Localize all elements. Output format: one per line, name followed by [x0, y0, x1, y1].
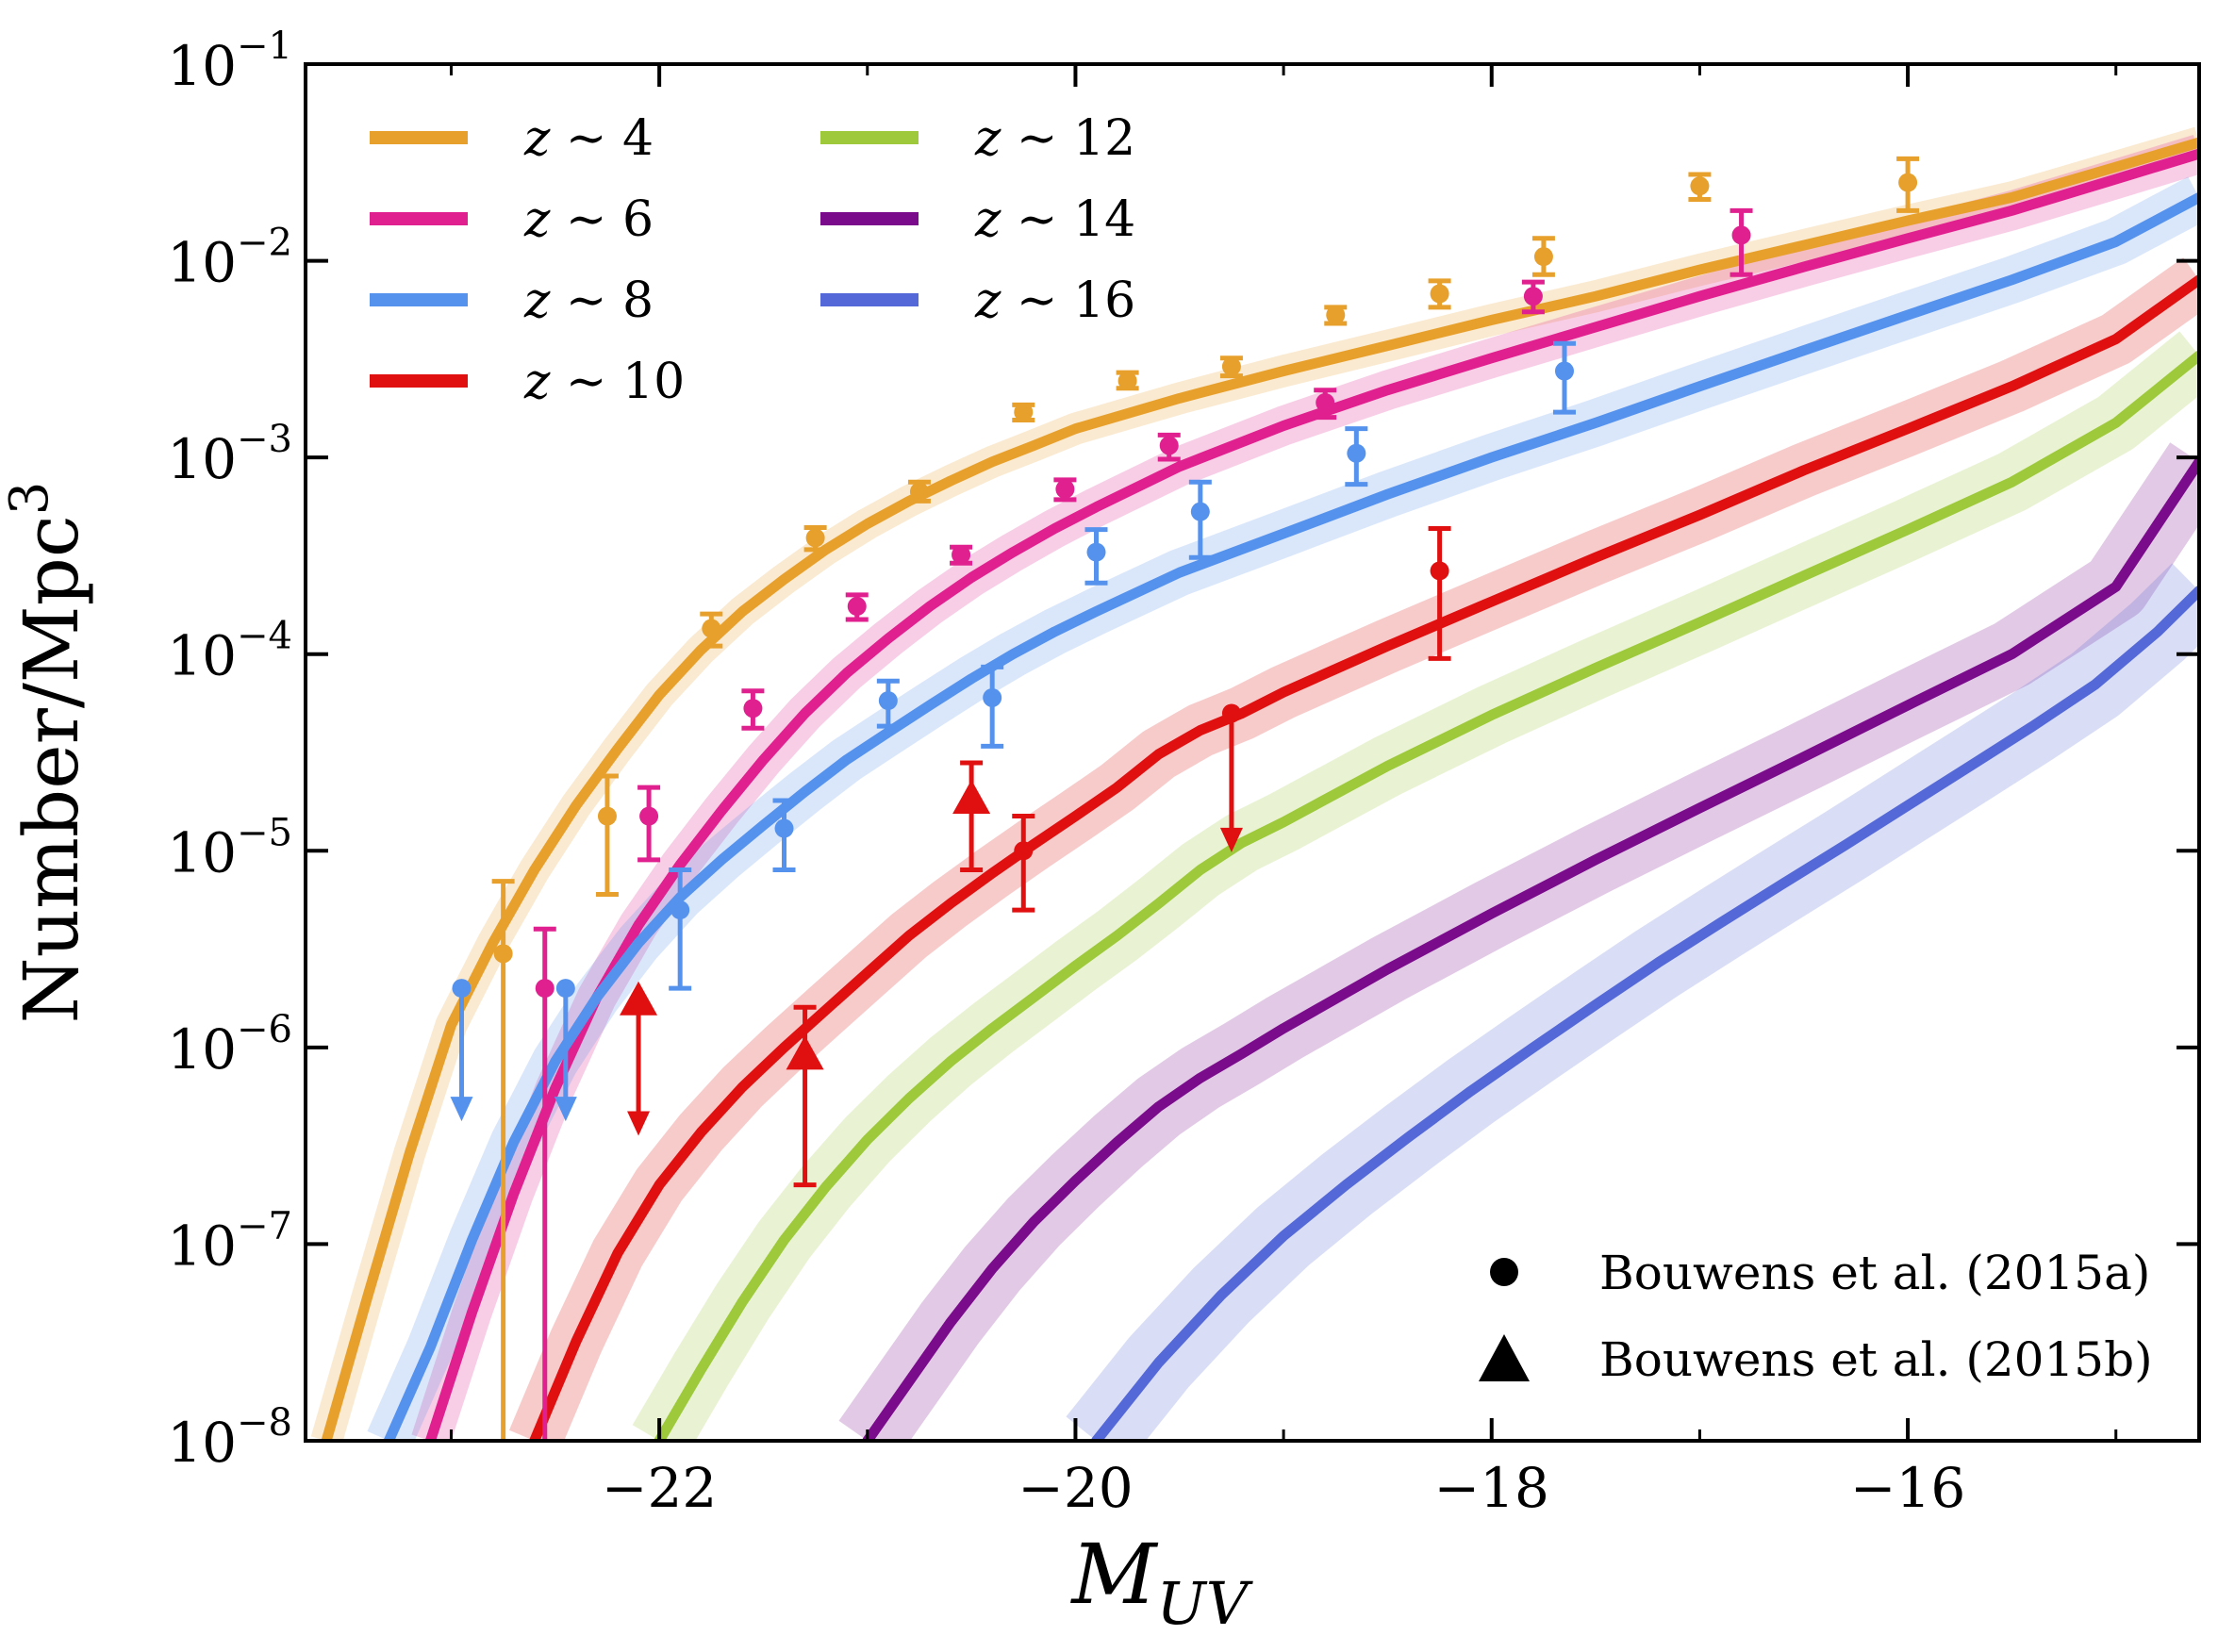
point-z6-circle [952, 545, 971, 565]
x-axis-title: MUV [1069, 1526, 1253, 1638]
upper-limit-arrow-z8 [450, 1097, 473, 1122]
point-z4-circle [909, 482, 929, 502]
point-z4-circle [1117, 371, 1137, 390]
observations [450, 156, 1920, 1441]
y-tick-label: 10−6 [167, 1008, 292, 1082]
point-z4-circle [597, 806, 617, 826]
curve-z14 [862, 456, 2199, 1441]
x-axis-title-main: M [1069, 1526, 1158, 1623]
upper-limit-point-z8 [452, 979, 472, 999]
point-z8-circle [1190, 502, 1210, 521]
point-z8-circle [1554, 361, 1574, 381]
point-z6-circle [847, 597, 867, 617]
legend-label-z8: z ∼ 8 [523, 273, 654, 329]
y-axis-title-main: Number/Mpc [8, 515, 95, 1023]
point-z6-circle [1159, 436, 1179, 455]
point-z6-circle [1316, 393, 1335, 413]
curve-z16 [1091, 586, 2199, 1441]
point-z4-circle [805, 528, 825, 548]
point-z8-circle [670, 900, 690, 920]
point-z10-triangle [952, 780, 991, 815]
point-z8-circle [1347, 443, 1366, 463]
y-tick-label: 10−2 [167, 222, 292, 295]
axis-ticks: −22 −20 −18 −16 10−8 10−7 10−6 10−5 10−4 10−3 10−2… [167, 25, 2199, 1520]
legend-label-z4: z ∼ 4 [523, 110, 654, 167]
x-tick-label: −20 [1018, 1456, 1133, 1520]
point-z10-circle [1430, 561, 1449, 581]
upper-limit-point-z10 [620, 981, 658, 1016]
ref-legend-label: Bouwens et al. (2015a) [1599, 1246, 2150, 1300]
point-z8-circle [983, 687, 1002, 707]
point-z6-circle [535, 979, 554, 999]
x-axis-title-sub: UV [1157, 1569, 1254, 1638]
ref-legend-triangle [1479, 1334, 1530, 1381]
reference-legend: Bouwens et al. (2015a) Bouwens et al. (20… [1479, 1246, 2153, 1387]
point-z8-circle [878, 691, 898, 711]
point-z4-circle [1533, 247, 1553, 267]
point-z4-circle [1221, 356, 1241, 376]
x-tick-label: −16 [1850, 1456, 1965, 1520]
point-z6-circle [1731, 225, 1751, 245]
x-tick-label: −18 [1434, 1456, 1549, 1520]
x-tick-label: −22 [602, 1456, 717, 1520]
y-tick-label: 10−7 [167, 1204, 292, 1278]
y-axis-title: Number/Mpc3 [0, 482, 95, 1024]
y-tick-label: 10−3 [167, 418, 292, 491]
point-z6-circle [1055, 479, 1075, 499]
point-z6-circle [743, 699, 763, 719]
upper-limit-arrow-z8 [554, 1097, 577, 1122]
legend-label-z10: z ∼ 10 [523, 354, 685, 410]
ref-legend-circle [1490, 1258, 1518, 1286]
curve-z12 [654, 350, 2199, 1441]
point-z4-circle [1430, 284, 1449, 304]
point-z8-circle [1086, 542, 1106, 562]
upper-limit-point-z10 [1221, 703, 1241, 723]
curve-z10 [529, 274, 2199, 1441]
point-z4-circle [1898, 173, 1918, 192]
y-tick-label: 10−8 [167, 1401, 292, 1475]
point-z6-circle [639, 806, 659, 826]
model-curves [321, 137, 2199, 1441]
point-z6-circle [1523, 287, 1543, 306]
point-z4-circle [1690, 176, 1710, 196]
point-z4-circle [702, 619, 721, 638]
curve-z4 [321, 137, 2199, 1441]
legend-label-z16: z ∼ 16 [974, 273, 1135, 329]
y-tick-label: 10−5 [167, 811, 292, 884]
legend-label-z14: z ∼ 14 [974, 191, 1135, 248]
y-tick-label: 10−4 [167, 615, 292, 688]
y-tick-label: 10−1 [167, 25, 292, 98]
point-z10-circle [1014, 841, 1034, 861]
upper-limit-arrow-z10 [627, 1111, 651, 1136]
ref-legend-label: Bouwens et al. (2015b) [1599, 1332, 2153, 1387]
legend-label-z6: z ∼ 6 [523, 191, 654, 248]
point-z4-circle [493, 944, 513, 964]
legend: z ∼ 4 z ∼ 6 z ∼ 8 z ∼ 10 z ∼ 12 z ∼ 14 z ∼ 16 [370, 110, 1135, 410]
y-axis-title-sup: 3 [0, 482, 60, 516]
point-z4-circle [1326, 306, 1346, 325]
point-z10-triangle [786, 1035, 824, 1070]
point-z4-circle [1014, 403, 1034, 422]
upper-limit-point-z8 [555, 979, 575, 999]
curve-z6 [424, 148, 2199, 1441]
curve-z8 [383, 191, 2199, 1441]
legend-label-z12: z ∼ 12 [974, 110, 1135, 167]
upper-limit-arrow-z10 [1219, 827, 1243, 852]
point-z8-circle [774, 818, 794, 838]
plot-frame [304, 62, 2201, 1443]
